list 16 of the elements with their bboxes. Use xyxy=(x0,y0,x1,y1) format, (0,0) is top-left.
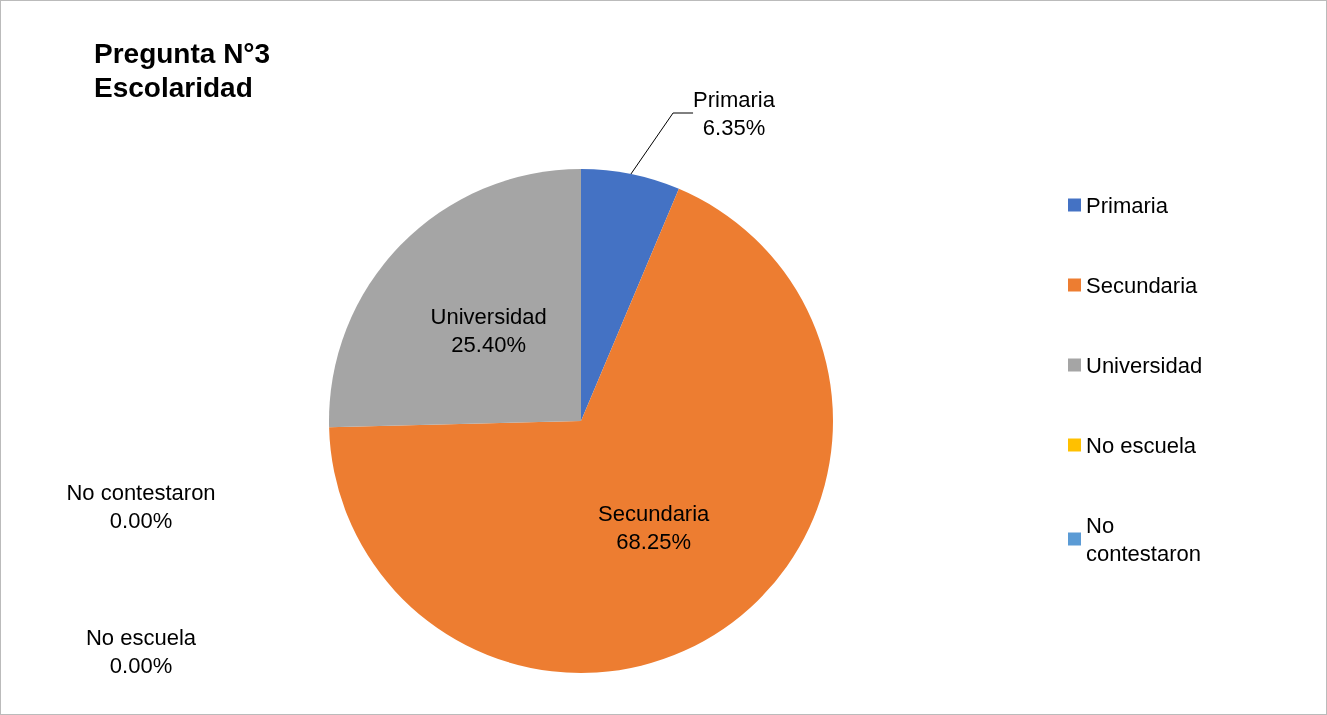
category-label: No escuela xyxy=(85,624,197,650)
data-label: 6.35% xyxy=(702,114,766,140)
data-label: 68.25% xyxy=(616,529,691,555)
legend-label: Universidad xyxy=(1086,352,1203,378)
text: 0.00% xyxy=(109,507,173,533)
slice-label: Secundaria xyxy=(598,501,711,527)
legend-label: Secundaria xyxy=(1086,272,1199,298)
text: 0.00% xyxy=(109,652,173,678)
data-label: 25.40% xyxy=(451,332,526,358)
legend-label: Primaria xyxy=(1086,192,1169,218)
legend-label: No escuela xyxy=(1086,432,1197,458)
slice-label: Primaria xyxy=(693,86,776,112)
chart-title: Pregunta N°3 Escolaridad xyxy=(94,37,271,103)
legend-label: No contestaron xyxy=(1086,512,1201,566)
slice-label: Universidad xyxy=(430,304,547,330)
category-label: No contestaron xyxy=(66,479,216,505)
